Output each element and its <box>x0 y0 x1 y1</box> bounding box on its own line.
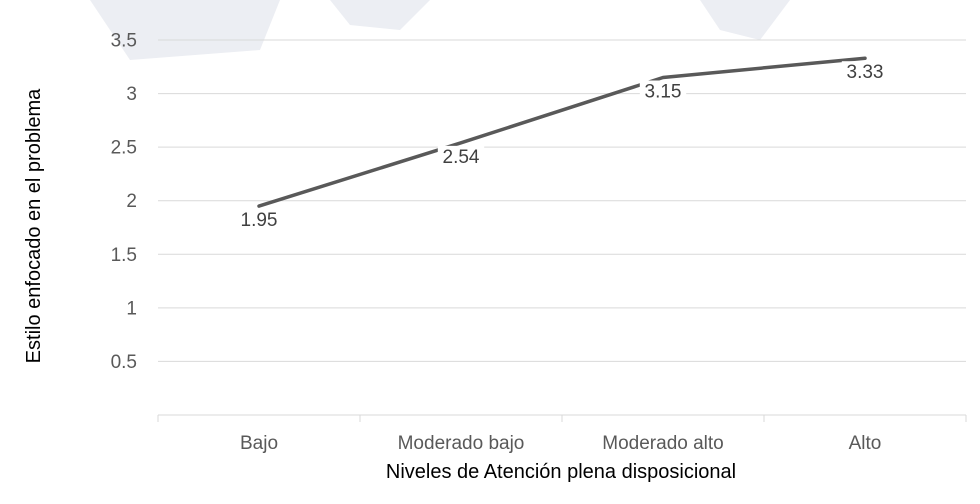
x-tick-label: Moderado bajo <box>398 433 525 454</box>
x-axis <box>157 414 967 422</box>
data-label: 1.95 <box>241 210 278 231</box>
x-tick-label: Alto <box>849 433 882 454</box>
gridlines <box>158 39 966 362</box>
y-tick-label: 1.5 <box>111 245 137 266</box>
series-line <box>257 56 867 208</box>
y-tick-label: 3.5 <box>111 31 137 52</box>
x-tick-label: Moderado alto <box>602 433 723 454</box>
data-label-background <box>841 61 889 83</box>
data-labels: 1.95 2.54 3.15 3.33 <box>235 61 889 231</box>
x-axis-ticks: Bajo Moderado bajo Moderado alto Alto <box>240 433 881 454</box>
data-label-background <box>235 209 283 231</box>
data-label: 2.54 <box>443 147 480 168</box>
data-label: 3.33 <box>847 62 884 83</box>
y-tick-label: 3 <box>126 84 137 105</box>
data-label-background <box>639 80 687 102</box>
y-axis-title: Estilo enfocado en el problema <box>23 88 45 363</box>
data-label: 3.15 <box>645 82 682 103</box>
y-axis-ticks: 0.5 1 1.5 2 2.5 3 3.5 <box>111 31 137 373</box>
series-line-path <box>257 56 867 208</box>
y-tick-label: 2 <box>126 191 137 212</box>
data-label-background <box>437 145 485 167</box>
y-tick-label: 2.5 <box>111 138 137 159</box>
x-axis-title: Niveles de Atención plena disposicional <box>386 461 736 483</box>
y-tick-label: 0.5 <box>111 352 137 373</box>
y-tick-label: 1 <box>126 298 137 319</box>
x-tick-label: Bajo <box>240 433 278 454</box>
watermark-shapes <box>90 0 790 60</box>
